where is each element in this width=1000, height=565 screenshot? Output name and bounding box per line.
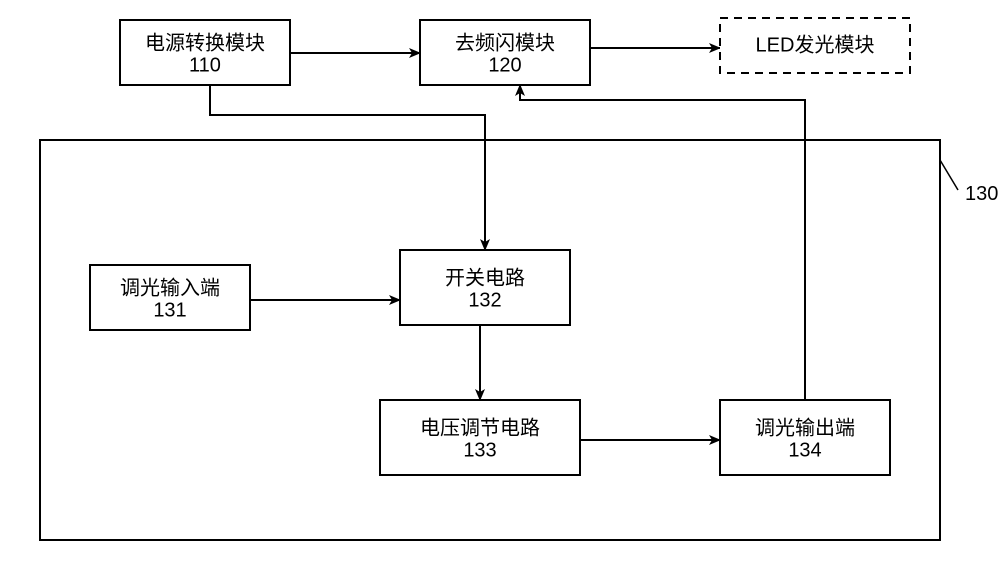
node-label: 去频闪模块 bbox=[455, 32, 555, 55]
node-n134: 调光输出端134 bbox=[720, 400, 890, 475]
edge-6 bbox=[520, 85, 805, 400]
node-num: 133 bbox=[463, 440, 496, 462]
node-label: 调光输出端 bbox=[755, 417, 855, 440]
node-label: 调光输入端 bbox=[120, 277, 220, 300]
node-num: 110 bbox=[189, 55, 221, 77]
node-nLED: LED发光模块 bbox=[720, 18, 910, 73]
node-num: 131 bbox=[153, 300, 186, 322]
node-num: 120 bbox=[488, 55, 521, 77]
node-num: 134 bbox=[788, 440, 821, 462]
node-label: LED发光模块 bbox=[756, 34, 875, 57]
node-n133: 电压调节电路133 bbox=[380, 400, 580, 475]
node-n120: 去频闪模块120 bbox=[420, 20, 590, 85]
node-n132: 开关电路132 bbox=[400, 250, 570, 325]
node-num: 132 bbox=[468, 290, 501, 312]
node-label: 电压调节电路 bbox=[420, 417, 540, 440]
container-leader bbox=[940, 160, 958, 190]
node-n110: 电源转换模块110 bbox=[120, 20, 290, 85]
node-label: 开关电路 bbox=[445, 267, 525, 290]
node-label: 电源转换模块 bbox=[145, 32, 265, 55]
node-n131: 调光输入端131 bbox=[90, 265, 250, 330]
container-label-num: 130 bbox=[965, 183, 998, 205]
block-diagram: 130 电源转换模块110 去频闪模块120 LED发光模块调光输入端131 开关电路… bbox=[0, 0, 1000, 565]
edge-2 bbox=[210, 85, 485, 250]
